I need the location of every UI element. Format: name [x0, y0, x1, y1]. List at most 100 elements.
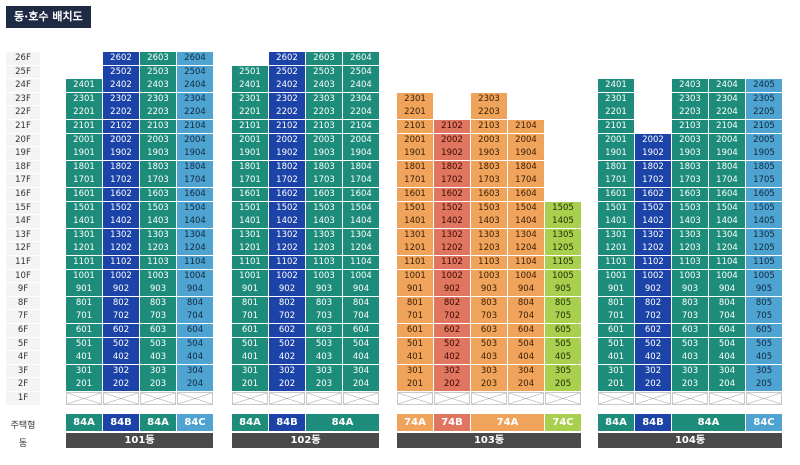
unit-cell[interactable]: 1902: [103, 147, 139, 161]
unit-cell[interactable]: 303: [471, 364, 507, 378]
unit-cell[interactable]: 1603: [140, 188, 176, 201]
unit-cell[interactable]: 203: [672, 378, 708, 392]
unit-cell[interactable]: 2201: [397, 106, 433, 120]
unit-cell[interactable]: 1503: [471, 201, 507, 215]
unit-cell[interactable]: 1103: [471, 256, 507, 269]
unit-cell[interactable]: 1103: [672, 256, 708, 269]
unit-cell[interactable]: 1602: [103, 188, 139, 201]
unit-cell[interactable]: 1803: [140, 160, 176, 174]
unit-cell[interactable]: 805: [746, 296, 782, 310]
unit-cell[interactable]: 2401: [232, 79, 268, 93]
unit-cell[interactable]: 1902: [635, 147, 671, 161]
unit-cell[interactable]: 905: [746, 283, 782, 297]
unit-cell[interactable]: 803: [306, 296, 342, 310]
unit-cell[interactable]: 703: [140, 310, 176, 324]
unit-cell[interactable]: 802: [269, 296, 305, 310]
unit-cell[interactable]: 502: [434, 337, 470, 351]
unit-cell[interactable]: 2404: [709, 79, 745, 93]
unit-cell[interactable]: 1504: [177, 201, 213, 215]
unit-cell[interactable]: 1101: [397, 256, 433, 269]
unit-cell[interactable]: 403: [471, 351, 507, 365]
unit-cell[interactable]: 401: [397, 351, 433, 365]
unit-cell[interactable]: 702: [269, 310, 305, 324]
unit-cell[interactable]: 501: [232, 337, 268, 351]
unit-cell[interactable]: 2404: [177, 79, 213, 93]
unit-cell[interactable]: 401: [66, 351, 102, 365]
unit-cell[interactable]: 1701: [66, 174, 102, 188]
unit-cell[interactable]: 1402: [635, 215, 671, 229]
unit-cell[interactable]: 1102: [434, 256, 470, 269]
unit-cell[interactable]: 2403: [140, 79, 176, 93]
unit-cell[interactable]: 1102: [103, 256, 139, 269]
unit-cell[interactable]: 704: [177, 310, 213, 324]
unit-cell[interactable]: 803: [140, 296, 176, 310]
unit-cell[interactable]: 1504: [709, 201, 745, 215]
unit-cell[interactable]: 2101: [232, 120, 268, 133]
unit-cell[interactable]: 2104: [343, 120, 379, 133]
unit-cell[interactable]: 502: [103, 337, 139, 351]
unit-cell[interactable]: 2004: [709, 133, 745, 147]
unit-cell[interactable]: 1005: [545, 269, 581, 283]
unit-cell[interactable]: 403: [672, 351, 708, 365]
unit-cell[interactable]: 305: [545, 364, 581, 378]
unit-cell[interactable]: 2105: [746, 120, 782, 133]
unit-cell[interactable]: 1904: [343, 147, 379, 161]
unit-cell[interactable]: 204: [508, 378, 544, 392]
unit-cell[interactable]: 2101: [598, 120, 634, 133]
unit-cell[interactable]: 302: [434, 364, 470, 378]
unit-cell[interactable]: 1802: [103, 160, 139, 174]
unit-cell[interactable]: 1003: [672, 269, 708, 283]
unit-cell[interactable]: 1704: [709, 174, 745, 188]
unit-cell[interactable]: 902: [434, 283, 470, 297]
unit-cell[interactable]: 603: [471, 324, 507, 337]
unit-cell[interactable]: 2304: [343, 92, 379, 106]
unit-cell[interactable]: 1603: [672, 188, 708, 201]
unit-cell[interactable]: 1002: [103, 269, 139, 283]
unit-cell[interactable]: 801: [232, 296, 268, 310]
unit-cell[interactable]: 303: [306, 364, 342, 378]
unit-cell[interactable]: 1801: [66, 160, 102, 174]
unit-cell[interactable]: 503: [306, 337, 342, 351]
unit-cell[interactable]: 504: [508, 337, 544, 351]
unit-cell[interactable]: 2001: [232, 133, 268, 147]
unit-cell[interactable]: 1903: [306, 147, 342, 161]
unit-cell[interactable]: 201: [66, 378, 102, 392]
unit-cell[interactable]: 1601: [66, 188, 102, 201]
unit-cell[interactable]: 602: [103, 324, 139, 337]
unit-cell[interactable]: 2002: [434, 133, 470, 147]
unit-cell[interactable]: 1404: [709, 215, 745, 229]
unit-cell[interactable]: 804: [709, 296, 745, 310]
unit-cell[interactable]: 1004: [343, 269, 379, 283]
unit-cell[interactable]: 1705: [746, 174, 782, 188]
unit-cell[interactable]: 801: [598, 296, 634, 310]
unit-cell[interactable]: 2503: [140, 65, 176, 79]
unit-cell[interactable]: 1002: [269, 269, 305, 283]
unit-cell[interactable]: 901: [66, 283, 102, 297]
unit-cell[interactable]: 904: [343, 283, 379, 297]
unit-cell[interactable]: 505: [545, 337, 581, 351]
unit-cell[interactable]: 2301: [598, 92, 634, 106]
unit-cell[interactable]: 2001: [598, 133, 634, 147]
unit-cell[interactable]: 1301: [232, 228, 268, 242]
unit-cell[interactable]: 501: [598, 337, 634, 351]
unit-cell[interactable]: 1703: [672, 174, 708, 188]
unit-cell[interactable]: 501: [66, 337, 102, 351]
unit-cell[interactable]: 701: [232, 310, 268, 324]
unit-cell[interactable]: 2602: [103, 52, 139, 65]
unit-cell[interactable]: 2103: [672, 120, 708, 133]
unit-cell[interactable]: 602: [635, 324, 671, 337]
unit-cell[interactable]: 1704: [508, 174, 544, 188]
unit-cell[interactable]: 1702: [635, 174, 671, 188]
unit-cell[interactable]: 2303: [471, 92, 507, 106]
unit-cell[interactable]: 704: [508, 310, 544, 324]
unit-cell[interactable]: 2104: [177, 120, 213, 133]
unit-cell[interactable]: 2203: [471, 106, 507, 120]
unit-cell[interactable]: 301: [66, 364, 102, 378]
unit-cell[interactable]: 2002: [103, 133, 139, 147]
unit-cell[interactable]: 2303: [672, 92, 708, 106]
unit-cell[interactable]: 1302: [434, 228, 470, 242]
unit-cell[interactable]: 301: [232, 364, 268, 378]
unit-cell[interactable]: 1202: [269, 242, 305, 256]
unit-cell[interactable]: 703: [306, 310, 342, 324]
unit-cell[interactable]: 1201: [598, 242, 634, 256]
